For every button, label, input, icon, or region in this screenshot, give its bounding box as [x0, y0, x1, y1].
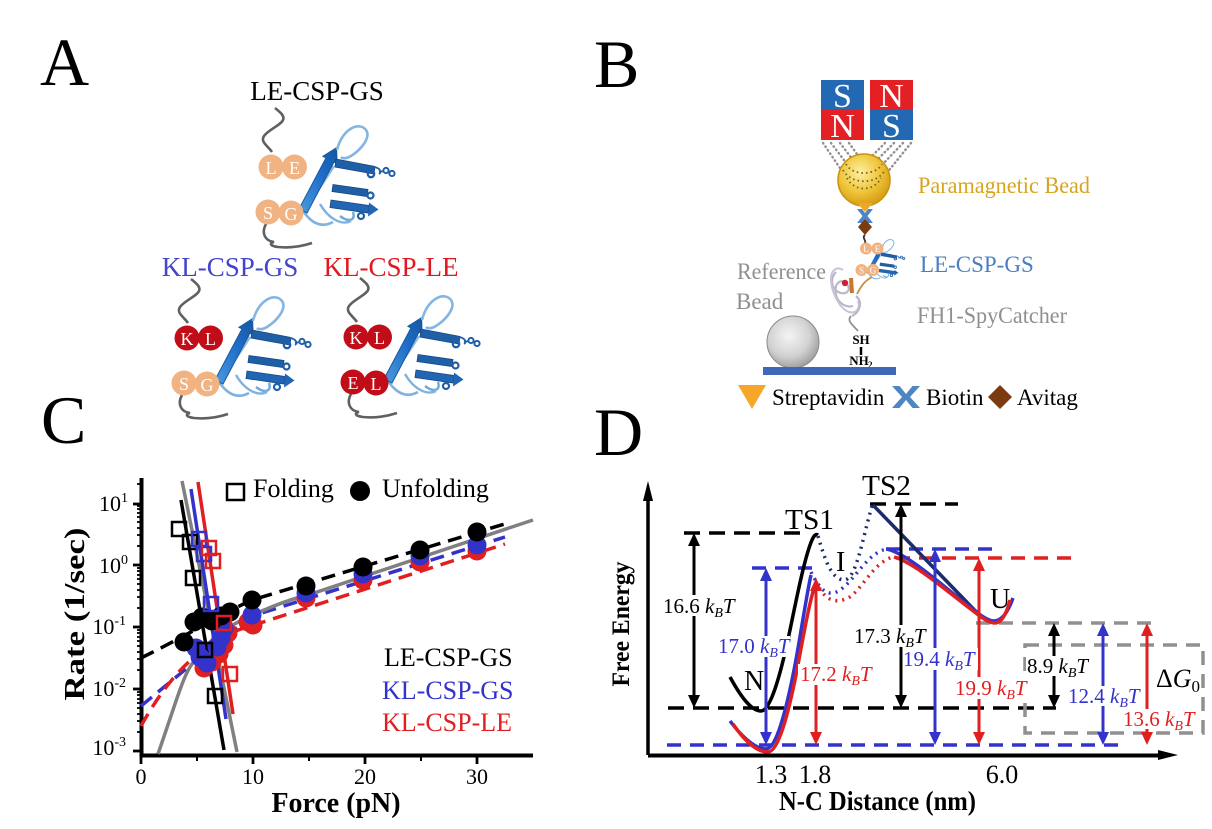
svg-text:L: L — [371, 374, 382, 394]
svg-text:A: A — [40, 24, 89, 100]
svg-text:TS2: TS2 — [862, 471, 911, 502]
svg-text:10: 10 — [242, 764, 264, 789]
svg-text:19.9 kBT: 19.9 kBT — [955, 676, 1028, 703]
svg-text:N: N — [830, 108, 855, 145]
svg-text:30: 30 — [466, 764, 488, 789]
svg-text:KL-CSP-GS: KL-CSP-GS — [382, 676, 513, 705]
svg-text:E: E — [875, 244, 881, 254]
svg-text:L: L — [266, 158, 277, 178]
svg-text:8.9 kBT: 8.9 kBT — [1027, 654, 1089, 681]
svg-text:Unfolding: Unfolding — [382, 474, 489, 503]
svg-text:Biotin: Biotin — [926, 385, 984, 410]
svg-text:6.0: 6.0 — [986, 760, 1019, 789]
svg-text:Rate (1/sec): Rate (1/sec) — [59, 528, 91, 701]
svg-text:S: S — [882, 108, 901, 145]
svg-text:Reference: Reference — [737, 259, 826, 284]
svg-text:B: B — [594, 26, 639, 102]
svg-text:S: S — [263, 203, 273, 223]
svg-text:1.8: 1.8 — [799, 760, 832, 789]
svg-text:101: 101 — [99, 491, 128, 516]
svg-text:KL-CSP-GS: KL-CSP-GS — [162, 252, 299, 282]
svg-text:FH1-SpyCatcher: FH1-SpyCatcher — [917, 303, 1067, 328]
svg-text:19.4 kBT: 19.4 kBT — [903, 647, 976, 674]
svg-text:E: E — [289, 158, 300, 178]
svg-text:1.3: 1.3 — [755, 760, 788, 789]
svg-text:Free Energy: Free Energy — [608, 561, 635, 686]
svg-text:100: 100 — [99, 553, 128, 578]
svg-text:K: K — [181, 329, 194, 349]
svg-text:17.0 kBT: 17.0 kBT — [718, 634, 791, 661]
svg-text:0: 0 — [136, 764, 147, 789]
svg-text:12.4 kBT: 12.4 kBT — [1068, 684, 1141, 711]
svg-text:10-2: 10-2 — [92, 676, 126, 701]
svg-text:16.6 kBT: 16.6 kBT — [663, 594, 736, 621]
svg-text:LE-CSP-GS: LE-CSP-GS — [384, 643, 513, 672]
svg-text:S: S — [833, 78, 852, 115]
svg-text:U: U — [990, 584, 1010, 615]
svg-text:Paramagnetic Bead: Paramagnetic Bead — [918, 173, 1090, 198]
svg-text:S: S — [179, 374, 189, 394]
svg-text:N-C Distance (nm): N-C Distance (nm) — [779, 786, 976, 816]
svg-text:N: N — [879, 78, 904, 115]
svg-text:G: G — [285, 204, 298, 224]
svg-text:S: S — [859, 266, 864, 276]
svg-text:ΔG0: ΔG0 — [1156, 664, 1200, 696]
svg-text:2: 2 — [868, 360, 873, 370]
svg-text:E: E — [348, 373, 359, 393]
svg-text:Avitag: Avitag — [1017, 385, 1078, 410]
svg-text:L: L — [863, 244, 869, 254]
svg-text:LE-CSP-GS: LE-CSP-GS — [250, 76, 384, 106]
svg-text:G: G — [870, 266, 877, 276]
svg-text:20: 20 — [354, 764, 376, 789]
svg-text:Streptavidin: Streptavidin — [772, 385, 885, 410]
svg-text:SH: SH — [852, 332, 869, 347]
svg-text:10-3: 10-3 — [92, 735, 126, 760]
svg-text:KL-CSP-LE: KL-CSP-LE — [324, 252, 459, 282]
svg-text:I: I — [836, 547, 845, 578]
svg-text:KL-CSP-LE: KL-CSP-LE — [382, 708, 512, 737]
svg-text:K: K — [350, 328, 363, 348]
svg-text:L: L — [374, 328, 385, 348]
svg-text:L: L — [205, 329, 216, 349]
svg-text:10-1: 10-1 — [92, 614, 126, 639]
svg-text:17.3 kBT: 17.3 kBT — [854, 624, 927, 651]
svg-text:LE-CSP-GS: LE-CSP-GS — [920, 252, 1034, 277]
svg-text:TS1: TS1 — [785, 505, 834, 536]
svg-text:Folding: Folding — [253, 474, 334, 503]
svg-text:N: N — [744, 666, 764, 697]
svg-text:13.6 kBT: 13.6 kBT — [1123, 707, 1196, 734]
svg-text:NH: NH — [849, 353, 869, 368]
svg-text:C: C — [41, 382, 86, 458]
svg-text:G: G — [201, 375, 214, 395]
svg-text:Force (pN): Force (pN) — [272, 788, 401, 819]
svg-text:D: D — [594, 394, 643, 470]
svg-text:17.2 kBT: 17.2 kBT — [800, 662, 873, 689]
svg-text:Bead: Bead — [736, 289, 784, 314]
